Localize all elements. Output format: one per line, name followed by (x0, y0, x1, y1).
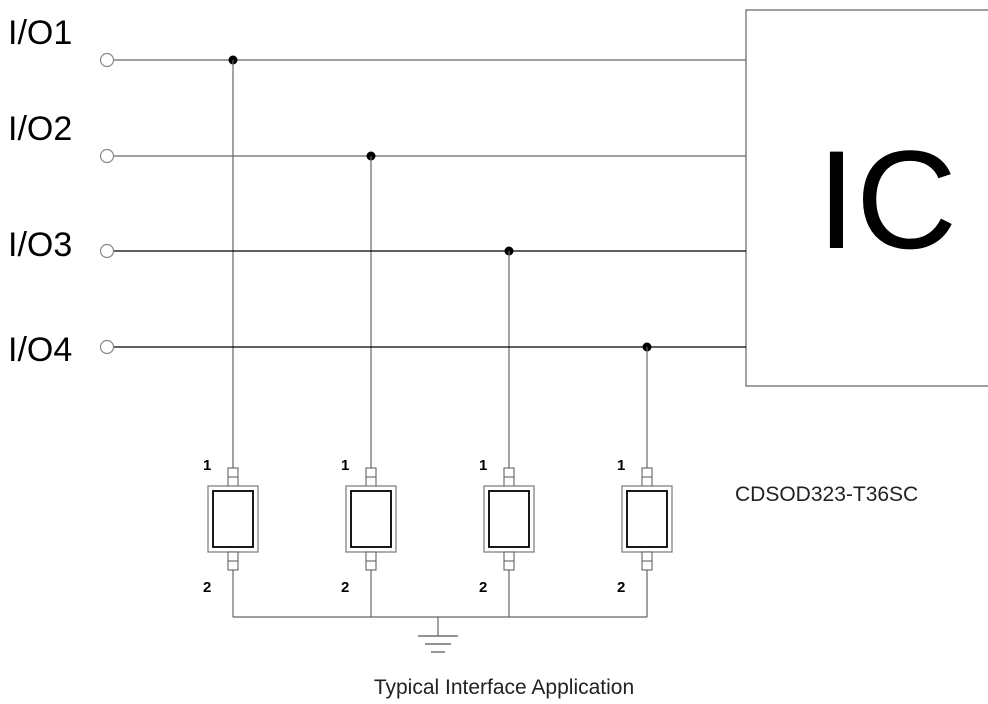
io-line-4: I/O4 (8, 331, 746, 468)
pin-1-label: 1 (203, 457, 211, 474)
diode-body-inner (212, 490, 254, 548)
diode-body-inner (626, 490, 668, 548)
diode-package-2: 1 2 (341, 457, 397, 617)
pin-1-label: 1 (479, 457, 487, 474)
pin-2-label: 2 (203, 579, 211, 596)
diagram-caption: Typical Interface Application (374, 676, 634, 699)
io-label: I/O4 (8, 331, 72, 369)
io-label: I/O2 (8, 110, 72, 148)
diode-package-1: 1 2 (203, 457, 259, 617)
part-number-label: CDSOD323-T36SC (735, 483, 918, 506)
ground-icon (418, 635, 458, 653)
diode-package-4: 1 2 (617, 457, 673, 617)
diode-body-inner (488, 490, 530, 548)
io-terminal (99, 148, 115, 164)
ic-block: IC (745, 9, 988, 387)
io-line-3: I/O3 (8, 226, 746, 468)
io-line-2: I/O2 (8, 110, 746, 468)
io-terminal (99, 339, 115, 355)
pin-1-label: 1 (341, 457, 349, 474)
pin-2-label: 2 (341, 579, 349, 596)
ic-label: IC (817, 121, 957, 278)
io-label: I/O3 (8, 226, 72, 264)
ground-network (233, 616, 647, 653)
io-line-1: I/O1 (8, 14, 746, 468)
pin-2-label: 2 (617, 579, 625, 596)
ic-outline (745, 9, 988, 387)
diode-package-3: 1 2 (479, 457, 535, 617)
diode-body-inner (350, 490, 392, 548)
io-label: I/O1 (8, 14, 72, 52)
pin-1-label: 1 (617, 457, 625, 474)
pin-2-label: 2 (479, 579, 487, 596)
io-terminal (99, 52, 115, 68)
io-terminal (99, 243, 115, 259)
